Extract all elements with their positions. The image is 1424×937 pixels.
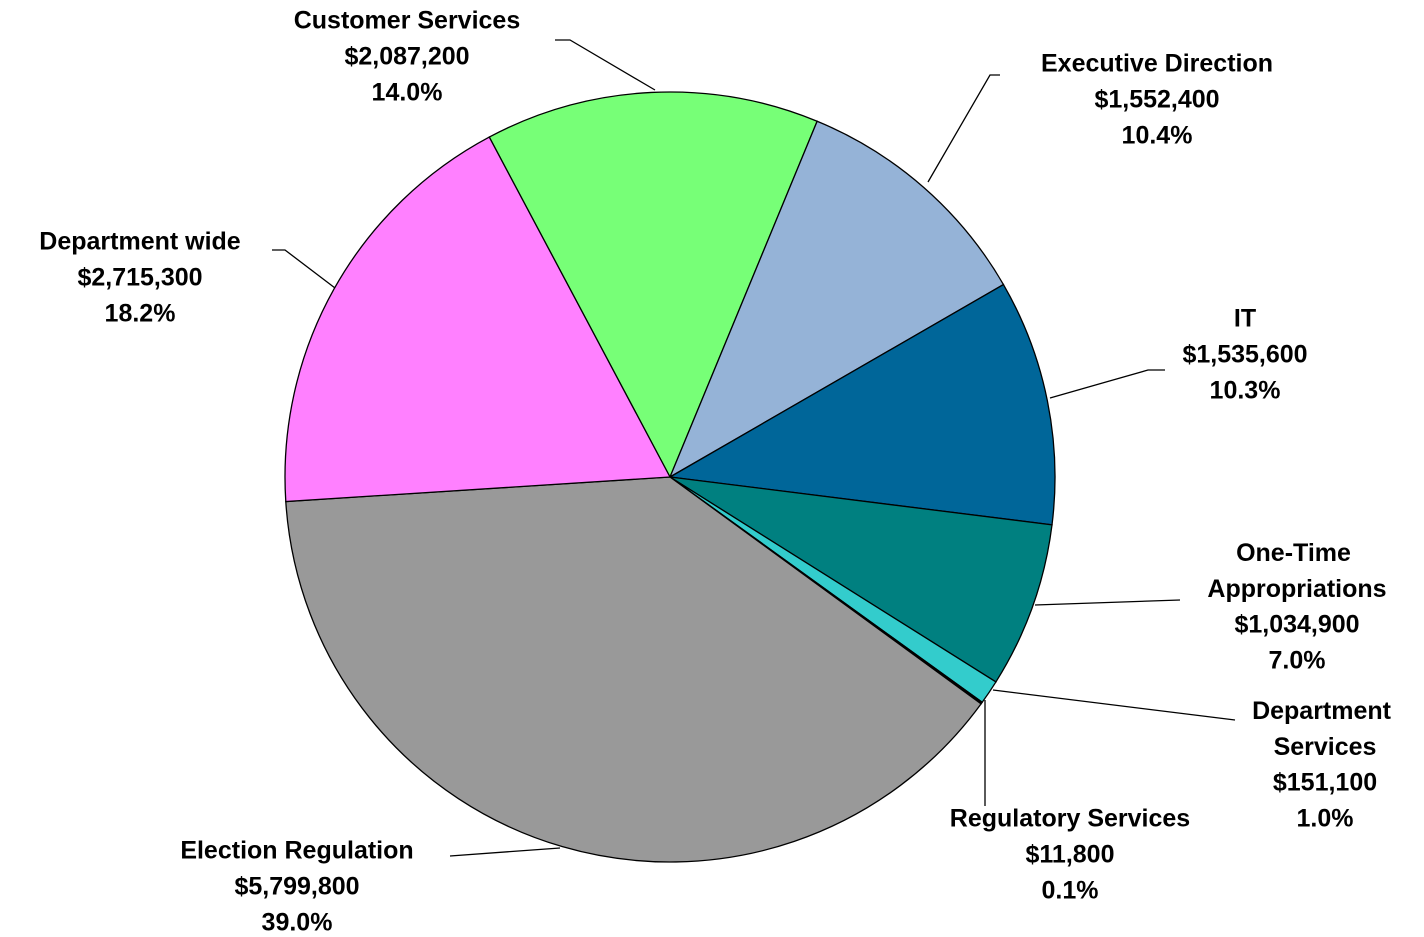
- value-label: $2,087,200: [344, 43, 469, 71]
- pie-slice: [488, 91, 818, 479]
- value-label: $151,100: [1273, 769, 1377, 797]
- slice-name: Department Services: [1252, 697, 1398, 761]
- leader-line: [1034, 599, 1181, 606]
- value-label: $1,535,600: [1182, 341, 1307, 369]
- slice-name: One-Time Appropriations: [1207, 539, 1386, 603]
- slice-name: Customer Services: [294, 7, 521, 35]
- percent-label: 10.3%: [1210, 377, 1281, 405]
- percent-label: 0.1%: [1042, 877, 1099, 905]
- pie-slice: [284, 136, 672, 503]
- value-label: $1,552,400: [1094, 86, 1219, 114]
- value-label: $2,715,300: [77, 264, 202, 292]
- percent-label: 7.0%: [1269, 647, 1326, 675]
- leader-line: [449, 847, 561, 857]
- pie-slice: [669, 476, 1053, 683]
- pie-slice: [667, 283, 1056, 526]
- pie-slice: [285, 476, 982, 863]
- leader-line: [272, 249, 336, 289]
- percent-label: 10.4%: [1122, 122, 1193, 150]
- slice-name: Department wide: [39, 228, 241, 256]
- leader-line: [555, 39, 656, 91]
- slice-name: Executive Direction: [1041, 50, 1273, 78]
- slice-name: IT: [1234, 305, 1256, 333]
- slice-name: Election Regulation: [180, 837, 413, 865]
- pie-slice: [668, 120, 1005, 479]
- percent-label: 39.0%: [262, 909, 333, 937]
- slice-name: Regulatory Services: [950, 805, 1190, 833]
- leader-line: [927, 74, 1000, 183]
- percent-label: 1.0%: [1297, 805, 1354, 833]
- value-label: $11,800: [1026, 841, 1115, 869]
- value-label: $5,799,800: [234, 873, 359, 901]
- value-label: $1,034,900: [1234, 611, 1359, 639]
- percent-label: 18.2%: [105, 300, 176, 328]
- leader-line: [1049, 369, 1165, 399]
- leader-line: [992, 689, 1236, 721]
- percent-label: 14.0%: [372, 79, 443, 107]
